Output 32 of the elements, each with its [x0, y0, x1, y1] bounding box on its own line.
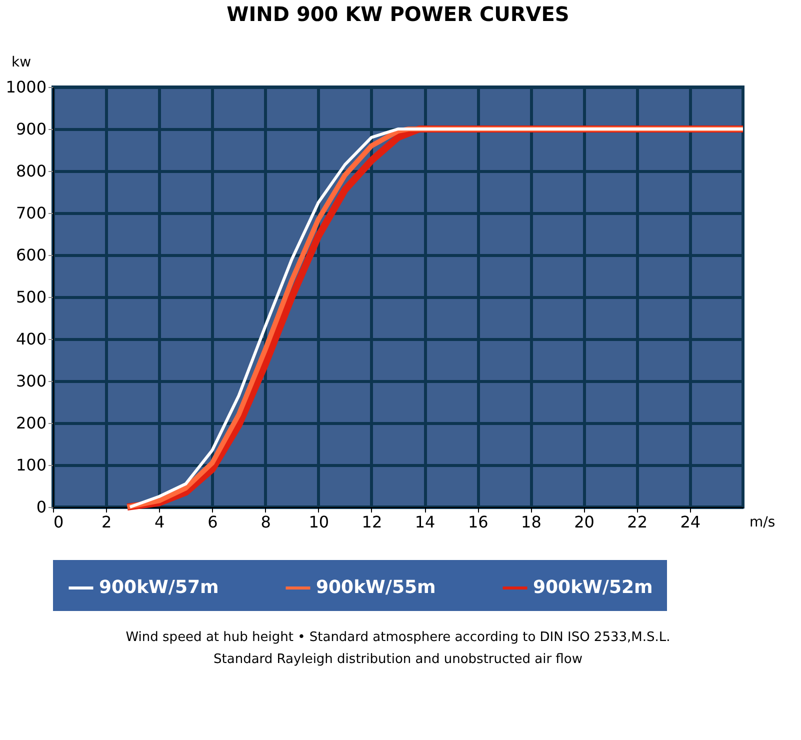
x-tick-label: 22 [627, 512, 648, 532]
x-axis-title: m/s [750, 514, 776, 530]
x-tick-label: 0 [54, 512, 64, 532]
y-tick-label: 700 [16, 204, 46, 222]
y-tick-label: 100 [16, 456, 46, 474]
y-axis-title: kw [12, 54, 32, 70]
x-tick-label: 14 [414, 512, 436, 532]
y-tick-label: 900 [16, 120, 46, 138]
x-tick-label: 4 [154, 512, 165, 532]
x-tick-label: 24 [680, 512, 701, 532]
chart-title: WIND 900 KW POWER CURVES [226, 2, 570, 26]
y-tick-label: 600 [16, 246, 46, 264]
x-tick-label: 2 [101, 512, 112, 532]
y-tick-label: 300 [16, 372, 46, 390]
y-tick-label: 0 [36, 498, 46, 516]
y-tick-label: 400 [16, 330, 46, 348]
legend-label: 900kW/55m [316, 577, 436, 598]
x-tick-label: 10 [308, 512, 330, 532]
y-tick-label: 800 [16, 162, 46, 180]
y-tick-label: 1000 [6, 78, 46, 96]
x-tick-label: 20 [574, 512, 594, 532]
x-tick-label: 16 [468, 512, 488, 532]
y-tick-label: 500 [16, 288, 46, 306]
y-tick-label: 200 [16, 414, 46, 432]
legend-label: 900kW/52m [533, 577, 653, 598]
text: Wind speed at hub height • Standard atmosphere according to DIN ISO 2533,M.S.L. [126, 630, 670, 645]
x-tick-label: 18 [521, 512, 542, 532]
text: Standard Rayleigh distribution and unobstructed air flow [214, 652, 583, 667]
legend-label: 900kW/57m [99, 577, 219, 598]
x-tick-label: 8 [260, 512, 271, 532]
x-tick-label: 12 [362, 512, 382, 532]
x-tick-label: 6 [208, 512, 218, 532]
